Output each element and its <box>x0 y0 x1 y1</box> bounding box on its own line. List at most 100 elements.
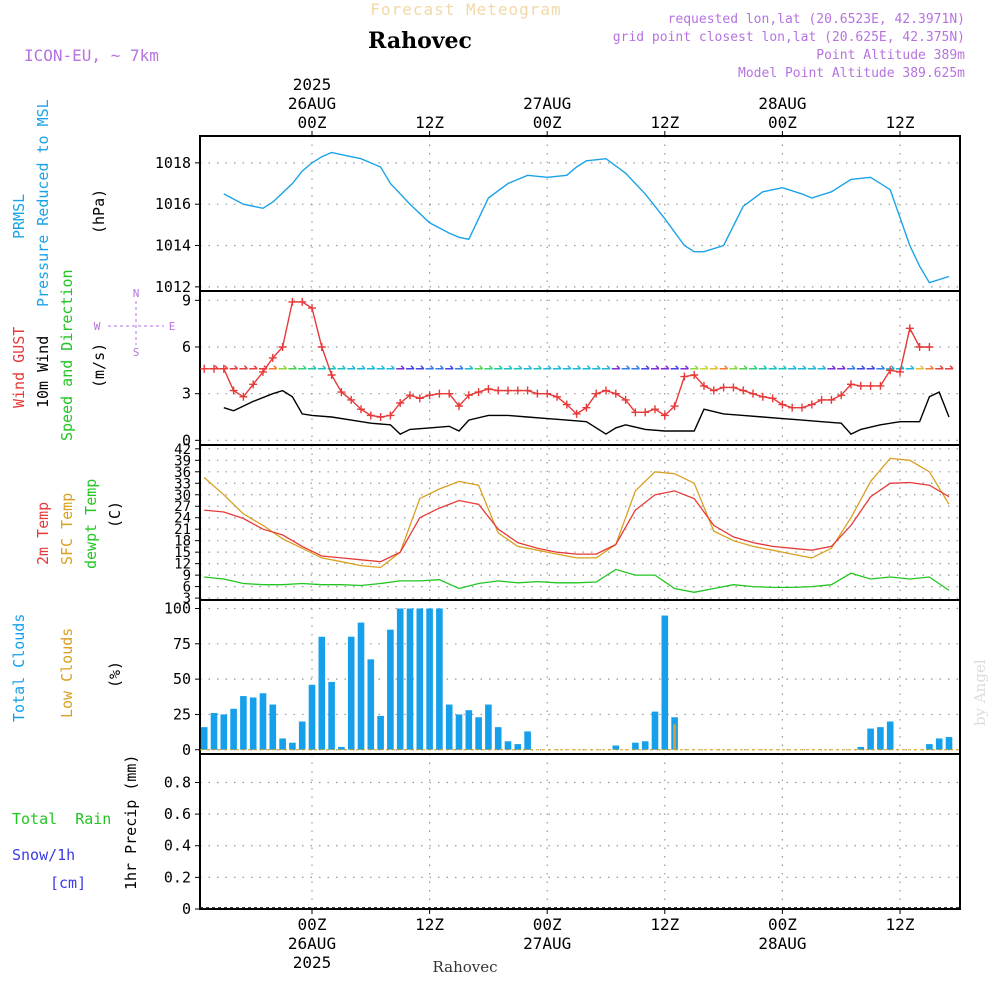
wind-barb-head <box>616 365 621 370</box>
pressure-frame <box>199 135 961 292</box>
pressure-ytick-label: 1016 <box>155 195 191 213</box>
wind-barb-head <box>528 365 533 370</box>
wind-barb-head <box>518 365 523 370</box>
wind-barb-head <box>714 365 719 370</box>
wind-barb-head <box>400 365 405 370</box>
wind-barb-head <box>635 365 640 370</box>
temperature-ytick-label: 39 <box>174 453 191 469</box>
total-cloud-bar <box>445 704 453 750</box>
wind-ytick-label: 3 <box>182 385 191 403</box>
total-cloud-bar <box>651 711 659 750</box>
wind-gust-marker <box>523 386 532 395</box>
cloud-bars <box>200 608 960 751</box>
wind-gust-marker <box>366 411 375 420</box>
temperature-ytick-label: 36 <box>174 465 191 481</box>
wind-gust-marker <box>425 391 434 400</box>
footer-location: Rahovec <box>432 958 497 976</box>
low-clouds-label: Low Clouds <box>58 628 76 718</box>
wind-barb-head <box>459 365 464 370</box>
wind-barb-head <box>292 365 297 370</box>
wind-barb-head <box>841 365 846 370</box>
sfc-temp-line <box>203 457 950 569</box>
wind-gust-marker <box>866 381 875 390</box>
total-cloud-bar <box>220 714 228 750</box>
point-altitude: Point Altitude 389m <box>816 48 965 63</box>
total-cloud-bar <box>612 745 620 750</box>
total-cloud-bar <box>641 741 649 750</box>
wind-gust-marker <box>229 386 238 395</box>
clouds-ytick-label: 25 <box>173 705 191 723</box>
precip-ytick-label: 0.8 <box>164 773 191 791</box>
wind-barb-head <box>381 365 386 370</box>
total-cloud-bar <box>494 727 502 750</box>
wind-gust-marker <box>758 392 767 401</box>
wind-gust-marker <box>798 403 806 412</box>
time-label: 00Z <box>298 113 327 132</box>
wind-unit-label: (m/s) <box>90 343 108 388</box>
wind-barb-head <box>577 365 582 370</box>
credit-watermark: by Angel <box>971 659 989 726</box>
wind-barb-head <box>273 365 278 370</box>
wind-gust-marker <box>572 409 581 418</box>
time-label: 12Z <box>886 915 915 934</box>
wind-barb-head <box>743 365 748 370</box>
wind-barb-head <box>479 365 484 370</box>
total-cloud-bar <box>249 697 257 750</box>
wind-gust-marker <box>200 364 209 373</box>
precip-ytick-label: 0.2 <box>164 868 191 886</box>
wind-gust-marker <box>484 385 493 393</box>
wind-gust-marker <box>415 394 424 403</box>
pressure-side-labels: PRMSL Pressure Reduced to MSL (hPa) <box>10 99 108 307</box>
wind-barb-head <box>371 365 376 370</box>
wind-gust-marker <box>837 391 846 400</box>
temperature-grid <box>200 445 960 600</box>
wind-gust-marker <box>435 389 444 398</box>
wind-gust-marker <box>582 403 591 412</box>
temperature-ytick-label: 12 <box>174 557 191 573</box>
wind-gust-marker <box>670 402 679 411</box>
total-cloud-bar <box>318 636 326 750</box>
clouds-side-labels: Total Clouds Low Clouds (%) <box>10 614 124 722</box>
total-cloud-bar <box>426 608 433 750</box>
total-cloud-bar <box>406 608 414 750</box>
wind-gust-marker <box>337 388 346 397</box>
snow-unit-label: [cm] <box>50 874 86 892</box>
wind-barb-head <box>733 365 738 370</box>
wind-barb-head <box>890 365 895 370</box>
low-cloud-bar <box>673 724 677 750</box>
time-label: 2025 <box>293 953 332 972</box>
location-title: Rahovec <box>368 28 472 54</box>
wind-gust-marker <box>896 367 904 376</box>
model-label: ICON-EU, ~ 7km <box>24 46 159 65</box>
wind-gust-marker <box>543 389 552 398</box>
wind-gust-marker <box>268 353 277 362</box>
wind-barb-head <box>420 365 425 370</box>
clouds-ytick-label: 75 <box>173 635 191 653</box>
time-label: 28AUG <box>758 934 806 953</box>
total-cloud-bar <box>935 738 943 750</box>
wind-barb-head <box>361 365 366 370</box>
wind-barb-head <box>390 365 395 370</box>
wind-gust-marker <box>396 399 405 407</box>
wind-10m-label: 10m Wind <box>34 336 52 408</box>
time-label: 12Z <box>650 113 679 132</box>
wind-barb-head <box>430 365 435 370</box>
product-title: Forecast Meteogram <box>370 0 561 19</box>
wind-gust-marker <box>288 297 297 306</box>
wind-gust-label: Wind GUST <box>10 327 28 408</box>
wind-gust-marker <box>739 386 748 395</box>
wind-gust-marker <box>915 343 924 351</box>
wind-ytick-label: 0 <box>182 431 191 449</box>
model-altitude: Model Point Altitude 389.625m <box>738 66 965 81</box>
time-label: 2025 <box>293 75 332 94</box>
total-cloud-bar <box>661 615 669 750</box>
total-cloud-bar <box>632 742 639 750</box>
time-label: 27AUG <box>523 94 571 113</box>
wind-gust-marker <box>827 395 836 404</box>
wind-gust-marker <box>376 413 385 421</box>
wind-gust-marker <box>660 411 669 420</box>
wind-barb-head <box>675 365 680 370</box>
wind-barb-head <box>822 365 827 370</box>
wind-gust-marker <box>611 389 620 398</box>
